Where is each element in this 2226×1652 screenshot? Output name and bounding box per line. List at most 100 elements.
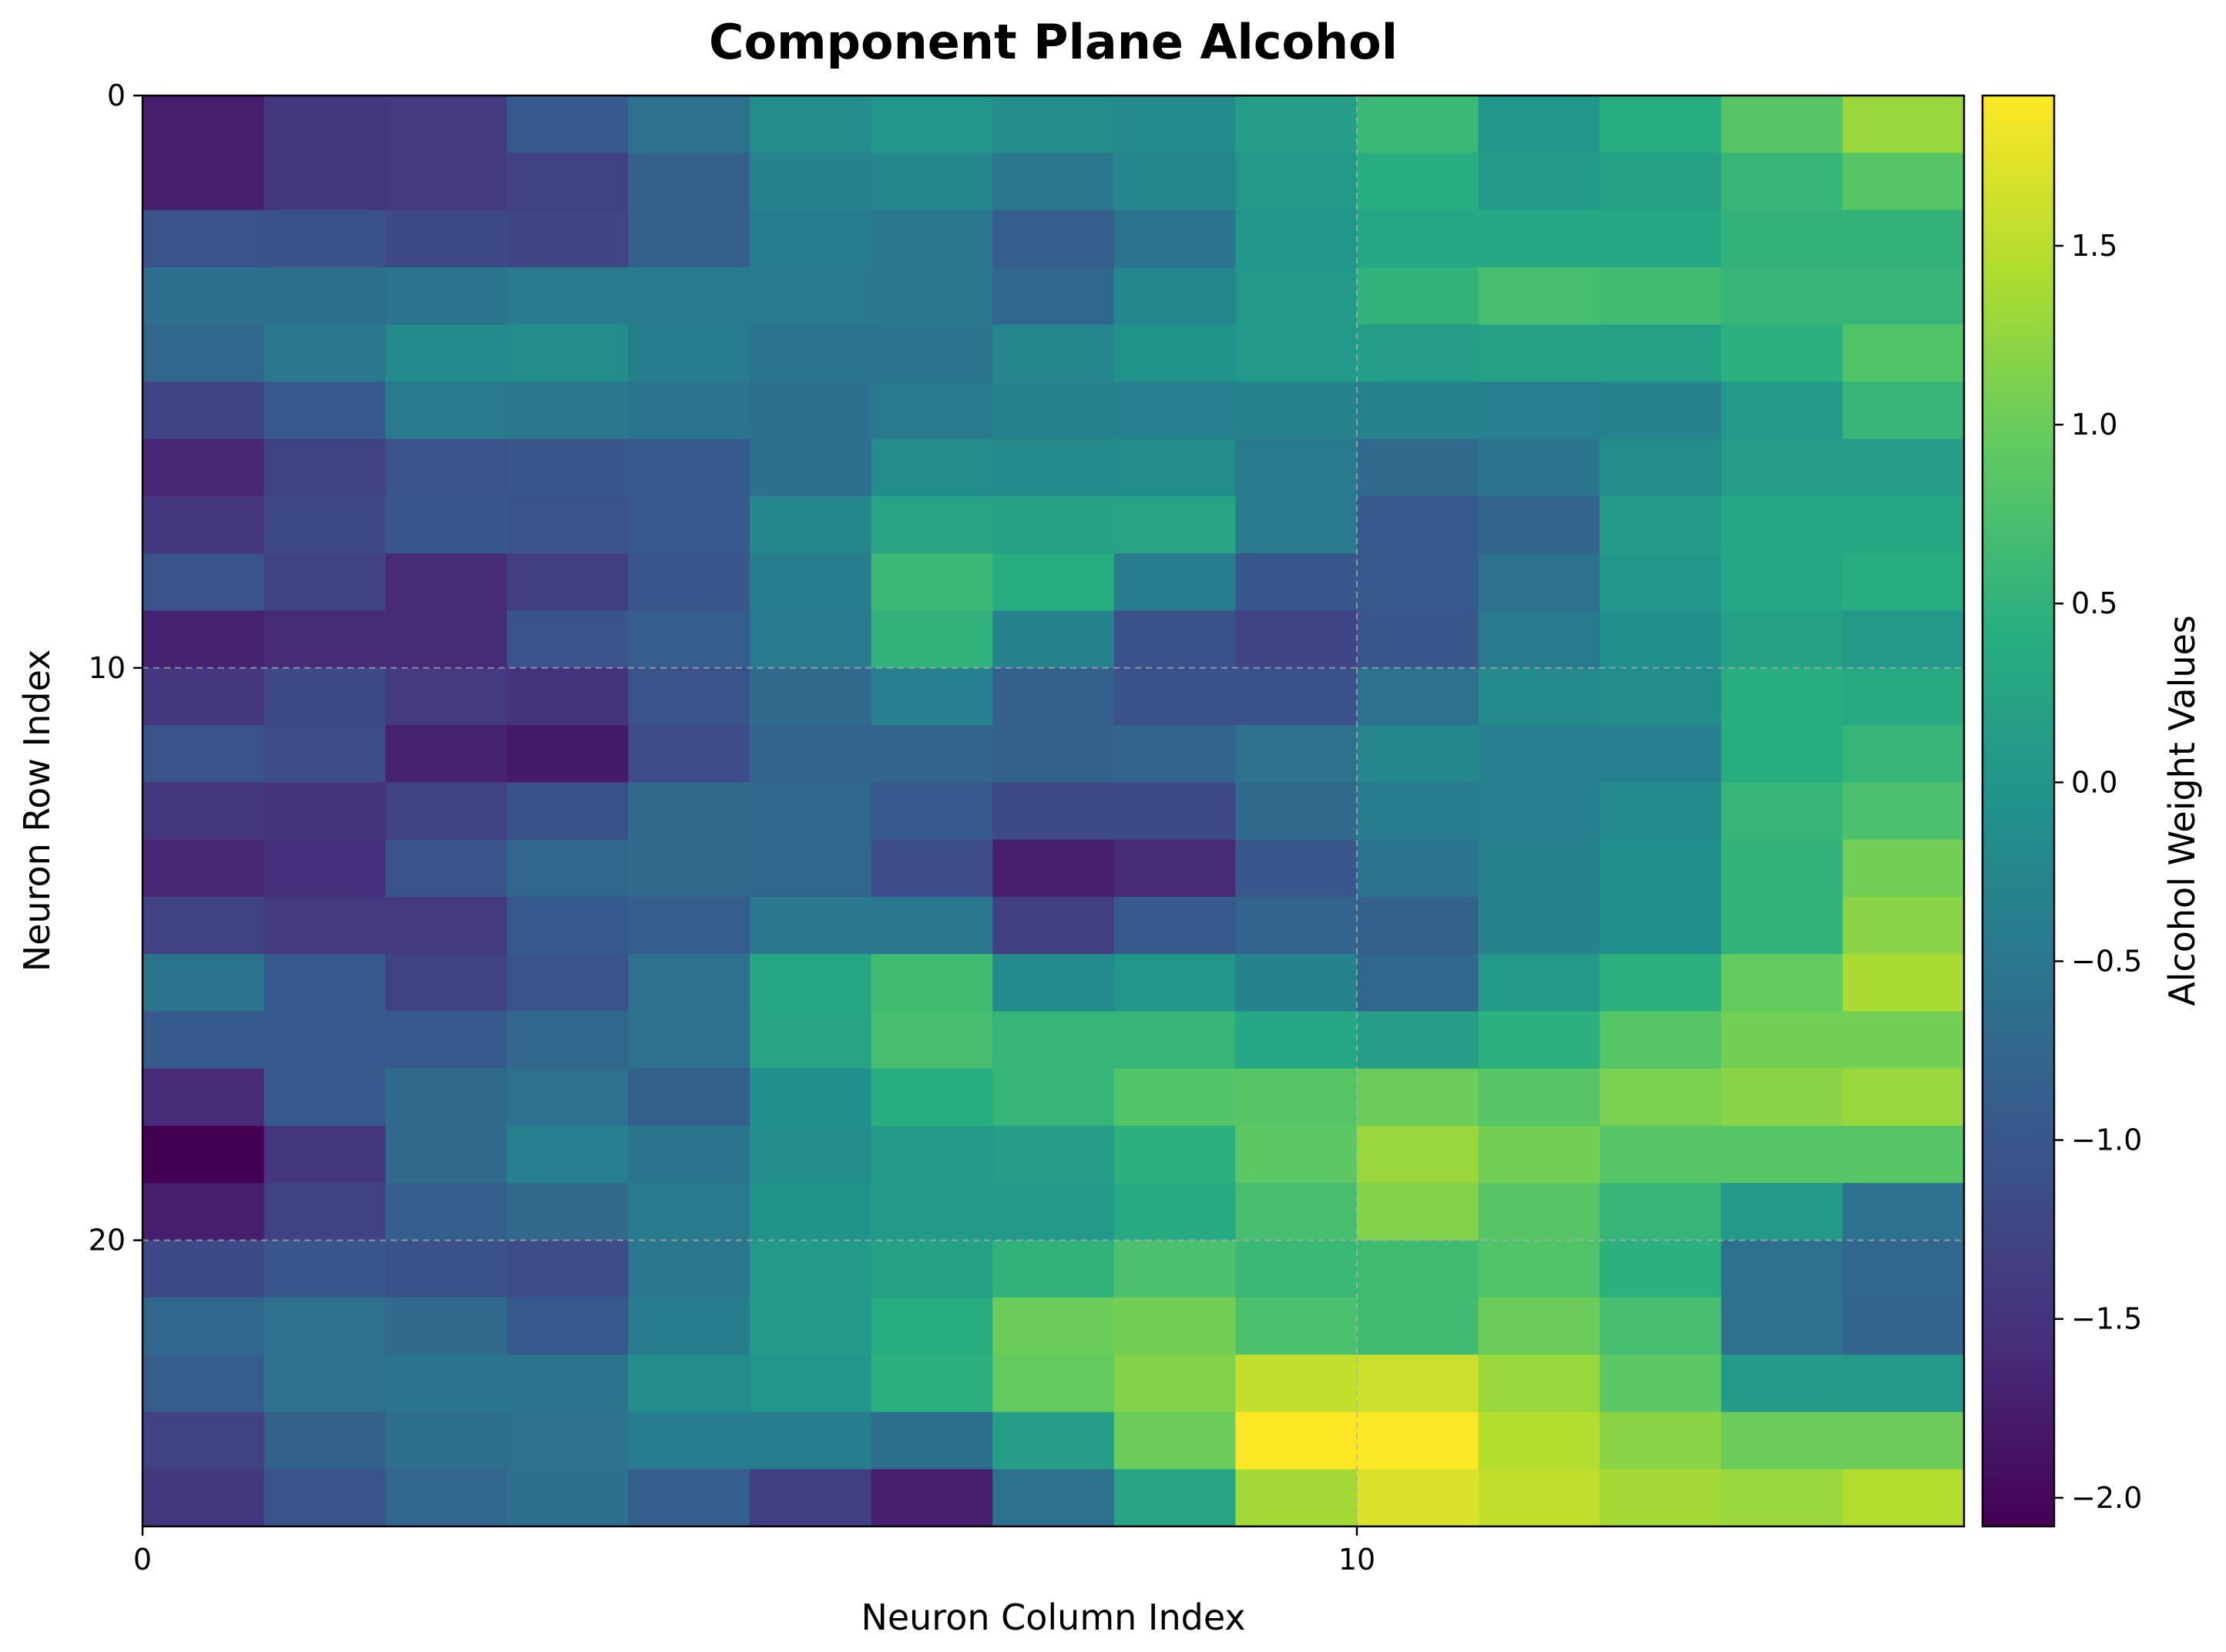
heatmap-cell [264, 1355, 386, 1413]
heatmap-cell [264, 381, 386, 440]
heatmap-cell [1478, 1183, 1600, 1241]
heatmap-cell [1357, 267, 1479, 325]
heatmap-cell [506, 1011, 629, 1069]
heatmap-cell [628, 1068, 750, 1127]
heatmap-cell [1721, 1469, 1843, 1527]
heatmap-cell [1113, 553, 1236, 612]
heatmap-cell [871, 782, 993, 841]
heatmap-cell [1600, 1469, 1722, 1527]
heatmap-cell [750, 324, 872, 382]
heatmap-cell [1235, 438, 1358, 497]
heatmap-cell [871, 553, 993, 612]
heatmap-cell [871, 1011, 993, 1069]
heatmap-cell [143, 954, 265, 1012]
heatmap-cell [143, 1297, 265, 1355]
heatmap-cell [1842, 1011, 1965, 1069]
heatmap-cell [1842, 782, 1965, 841]
heatmap-cell [871, 324, 993, 382]
heatmap-cell [1721, 324, 1843, 382]
colorbar-tick-label: −2.0 [2071, 1481, 2142, 1515]
heatmap-cell [1721, 1355, 1843, 1413]
heatmap-cell [1478, 153, 1600, 211]
heatmap-cell [264, 495, 386, 554]
heatmap-cell [1721, 210, 1843, 268]
heatmap-cell [992, 954, 1115, 1012]
heatmap-cell [1235, 954, 1358, 1012]
heatmap-cell [506, 267, 629, 325]
heatmap-cell [750, 267, 872, 325]
heatmap-cell [385, 96, 508, 153]
heatmap-cell [1842, 610, 1965, 669]
heatmap-cell [506, 725, 629, 783]
heatmap-cell [264, 1183, 386, 1241]
heatmap-cell [1357, 667, 1479, 726]
heatmap-cell [1478, 725, 1600, 783]
heatmap-cell [1721, 1068, 1843, 1127]
heatmap-cell [1478, 782, 1600, 841]
heatmap-cell [1357, 1126, 1479, 1184]
heatmap-cell [1235, 495, 1358, 554]
heatmap-cell [385, 495, 508, 554]
heatmap-cell [264, 324, 386, 382]
heatmap-cell [1235, 553, 1358, 612]
heatmap-cell [1235, 1183, 1358, 1241]
heatmap-cell [992, 210, 1115, 268]
heatmap-cell [1721, 1240, 1843, 1298]
heatmap-cell [385, 1297, 508, 1355]
heatmap-cell [264, 1469, 386, 1527]
heatmap-cell [1721, 1412, 1843, 1470]
heatmap-cell [385, 1011, 508, 1069]
heatmap-cell [1113, 1412, 1236, 1470]
colorbar [1981, 94, 2056, 1528]
heatmap-cell [1113, 324, 1236, 382]
heatmap-cell [871, 667, 993, 726]
heatmap-cell [628, 1412, 750, 1470]
colorbar-ticks: 1.5 1.0 0.5 0.0 −0.5 −1.0 −1.5 −2.0 [2054, 229, 2142, 1515]
heatmap-cell [871, 896, 993, 955]
heatmap-cell [871, 1126, 993, 1184]
heatmap-cell [143, 267, 265, 325]
heatmap-cell [992, 153, 1115, 211]
heatmap-cell [264, 1240, 386, 1298]
heatmap-cell [264, 96, 386, 153]
heatmap-cell [1478, 1011, 1600, 1069]
heatmap-cell [506, 1469, 629, 1527]
heatmap-cell [992, 610, 1115, 669]
heatmap-cell [1721, 1297, 1843, 1355]
heatmap-cell [628, 1240, 750, 1298]
heatmap-cell [143, 1412, 265, 1470]
heatmap-cell [750, 210, 872, 268]
heatmap-cell [1113, 381, 1236, 440]
heatmap-cell [506, 839, 629, 898]
heatmap-cell [628, 1469, 750, 1527]
heatmap-cell [628, 1297, 750, 1355]
y-axis-label: Neuron Row Index [16, 650, 58, 972]
heatmap-cell [506, 381, 629, 440]
heatmap-cell [1721, 381, 1843, 440]
heatmap-cell [628, 1011, 750, 1069]
heatmap-cell [871, 1355, 993, 1413]
heatmap-cell [1478, 839, 1600, 898]
heatmap-cell [1842, 153, 1965, 211]
heatmap-cell [871, 1469, 993, 1527]
heatmap-cell [1235, 1240, 1358, 1298]
heatmap-cell [992, 1240, 1115, 1298]
heatmap-cell [628, 896, 750, 955]
heatmap-cell [264, 839, 386, 898]
heatmap-cell [506, 1412, 629, 1470]
heatmap-cell [143, 1068, 265, 1127]
heatmap-cell [1235, 210, 1358, 268]
heatmap-cell [1842, 954, 1965, 1012]
heatmap-cell [1478, 1126, 1600, 1184]
heatmap-cell [750, 1240, 872, 1298]
heatmap-cell [1235, 1011, 1358, 1069]
heatmap-cell [385, 438, 508, 497]
heatmap-cell [264, 267, 386, 325]
heatmap-cell [506, 1355, 629, 1413]
heatmap-cell [506, 1068, 629, 1127]
heatmap-cell [750, 839, 872, 898]
heatmap-cell [264, 1126, 386, 1184]
heatmap-cell [1600, 495, 1722, 554]
heatmap-cell [750, 438, 872, 497]
